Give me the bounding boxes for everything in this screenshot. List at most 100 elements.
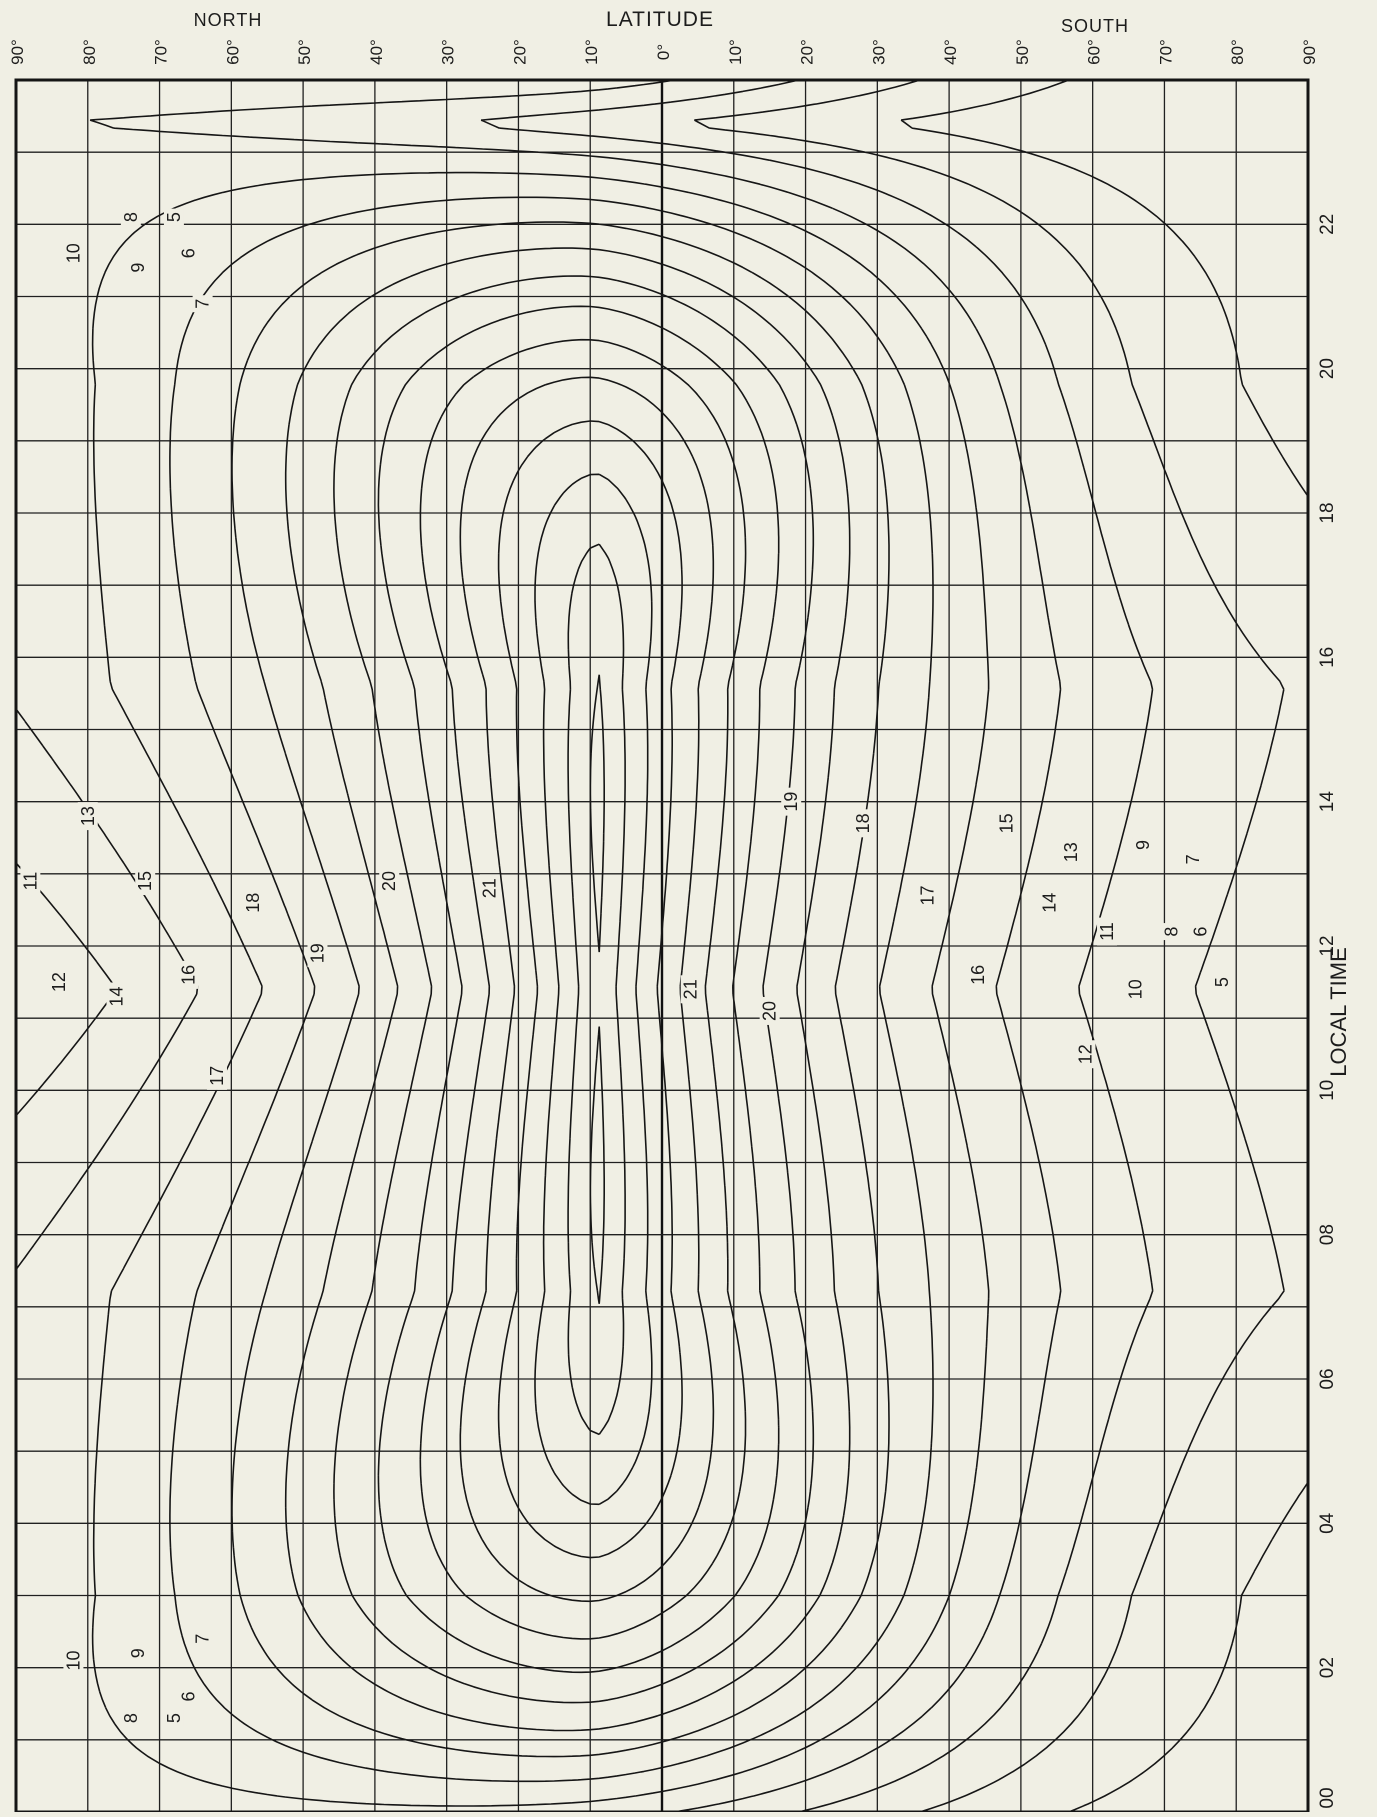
latitude-tick-label: 20° [798, 39, 817, 65]
latitude-tick-label: 40° [941, 39, 960, 65]
latitude-tick-label: 90° [8, 39, 27, 65]
contour-label: 21 [681, 979, 701, 999]
north-header: NORTH [194, 10, 263, 30]
contour-label: 9 [128, 1648, 148, 1658]
contour-label: 20 [760, 1001, 780, 1021]
contour-label-group: 20 [759, 996, 780, 1025]
latitude-tick-label: 20° [510, 39, 529, 65]
contour-label: 7 [1183, 854, 1203, 864]
time-tick-label: 00 [1317, 1787, 1338, 1808]
contour-label-group: 11 [1097, 917, 1118, 946]
contour-label-mask [1075, 1040, 1096, 1069]
contour-label: 8 [1162, 927, 1182, 937]
latitude-tick-label: 10° [582, 39, 601, 65]
contour-label-mask [163, 208, 184, 226]
contour-label-group: 17 [206, 1061, 227, 1090]
contour-label: 9 [128, 263, 148, 273]
contour-label-mask [128, 1644, 149, 1662]
contour-line-17 [459, 376, 715, 1603]
contour-label-group: 18 [852, 809, 873, 838]
contour-label-mask [307, 939, 328, 968]
latitude-tick-label: 90° [1300, 39, 1319, 65]
contour-label: 10 [63, 1650, 83, 1670]
contour-label-group: 17 [917, 881, 938, 910]
contour-label: 17 [918, 885, 938, 905]
contour-label: 19 [307, 943, 327, 963]
contour-label: 11 [1097, 922, 1117, 941]
contour-label-mask [852, 809, 873, 838]
contour-label-mask [1061, 838, 1082, 867]
contour-label-group: 8 [1161, 923, 1182, 941]
contour-label: 17 [207, 1066, 227, 1086]
contour-label-group: 15 [135, 867, 156, 896]
contour-label-group: 19 [781, 787, 802, 816]
contour-label: 19 [781, 792, 801, 812]
contour-label-group: 16 [178, 960, 199, 989]
contour-label: 5 [1212, 977, 1232, 987]
time-tick-label: 14 [1317, 791, 1338, 813]
contour-line-12 [231, 221, 890, 1758]
contour-label-group: 21 [479, 874, 500, 903]
contour-lines [15, 79, 1309, 1813]
contour-label: 16 [968, 965, 988, 985]
time-tick-label: 18 [1317, 502, 1338, 523]
time-tick-label: 08 [1317, 1224, 1338, 1245]
contour-label-mask [178, 960, 199, 989]
contour-line-20 [567, 543, 626, 1436]
time-tick-label: 16 [1317, 647, 1338, 668]
contour-label-group: 10 [63, 1646, 84, 1675]
latitude-tick-label: 0° [654, 44, 673, 60]
contour-label: 14 [106, 987, 126, 1007]
contour-label-group: 15 [996, 809, 1017, 838]
contour-label: 13 [78, 806, 98, 826]
contour-label: 18 [853, 813, 873, 833]
latitude-tick-labels: 90° 80° 70° 60° 50° 40° 30° 20° 10° 0° 10° 20° 30° 40… [8, 39, 1319, 65]
contour-label-group: 19 [307, 939, 328, 968]
contour-label-group: 12 [49, 968, 70, 997]
contour-line-11 [169, 196, 934, 1783]
contour-label-mask [759, 996, 780, 1025]
latitude-tick-label: 30° [439, 39, 458, 65]
contour-label-mask [192, 295, 213, 313]
contour-label-mask [1039, 888, 1060, 917]
contour-label-mask [1190, 923, 1211, 941]
contour-label: 18 [243, 893, 263, 913]
contour-label-mask [996, 809, 1017, 838]
contour-label: 5 [164, 212, 184, 222]
latitude-tick-label: 10° [726, 39, 745, 65]
contour-label-mask [917, 881, 938, 910]
contour-label-mask [379, 867, 400, 896]
contour-label-group: 5 [1211, 973, 1232, 991]
contour-label-mask [20, 867, 41, 896]
contour-label-mask [163, 1709, 184, 1727]
contour-label: 13 [1061, 842, 1081, 862]
contour-line-15 [377, 305, 780, 1674]
contour-label-mask [1183, 850, 1204, 868]
contour-label: 14 [1040, 893, 1060, 913]
contour-label-group: 6 [178, 1688, 199, 1706]
contour-label-mask [120, 208, 141, 226]
contour-label: 20 [379, 871, 399, 891]
contour-label-group: 8 [120, 208, 141, 226]
latitude-tick-label: 50° [1013, 39, 1032, 65]
time-tick-label: 22 [1317, 214, 1338, 235]
south-header: SOUTH [1061, 16, 1129, 36]
contour-label-mask [1161, 923, 1182, 941]
latitude-tick-label: 70° [1156, 39, 1175, 65]
latitude-tick-label: 80° [80, 39, 99, 65]
contour-label: 6 [178, 1692, 198, 1702]
contour-label: 7 [193, 299, 213, 309]
contour-label-group: 12 [1075, 1040, 1096, 1069]
contour-label: 15 [135, 871, 155, 891]
latitude-tick-label: 60° [223, 39, 242, 65]
time-tick-label: 12 [1317, 935, 1338, 956]
contour-label: 12 [1075, 1044, 1095, 1064]
latitude-tick-label: 70° [152, 39, 171, 65]
contour-label-group: 9 [128, 259, 149, 277]
contour-label-group: 18 [242, 888, 263, 917]
contour-label-mask [967, 960, 988, 989]
contour-label-group: 7 [192, 295, 213, 313]
time-tick-labels: 00 02 04 06 08 10 12 14 16 18 20 22 [1317, 214, 1338, 1809]
